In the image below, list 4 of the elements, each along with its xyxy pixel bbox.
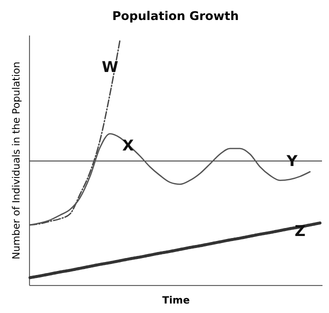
x-axis-title: Time xyxy=(162,296,190,306)
chart-title: Population Growth xyxy=(112,9,239,23)
y-axis-title: Number of Individuals in the Population xyxy=(12,62,22,260)
series-label: Z xyxy=(294,222,306,240)
